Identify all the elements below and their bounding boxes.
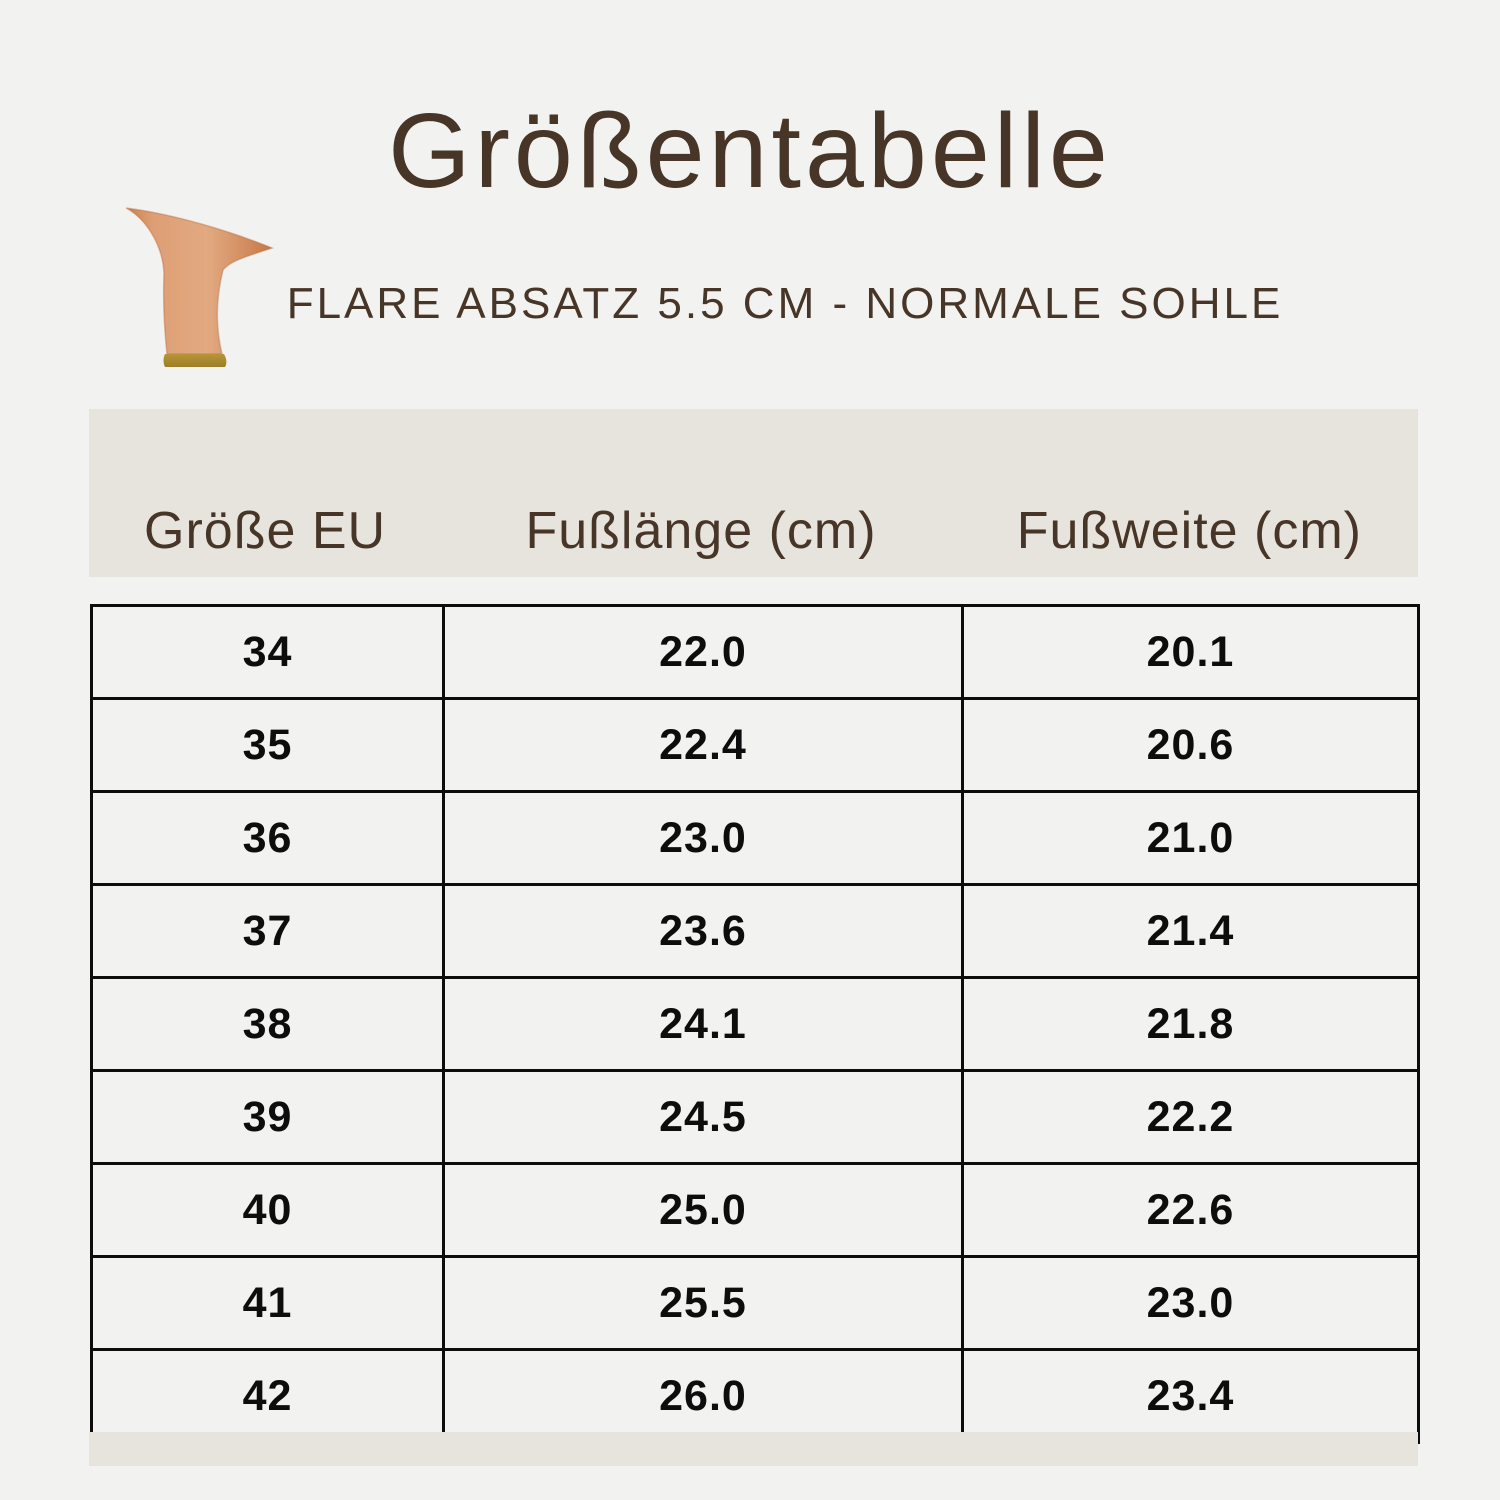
table-row: 41 25.5 23.0	[90, 1255, 1420, 1351]
table-cell: 22.2	[961, 1069, 1420, 1165]
size-table-body: 34 22.0 20.1 35 22.4 20.6 36 23.0 21.0 37 23.6 21.4…	[90, 604, 1420, 1444]
table-cell: 21.0	[961, 790, 1420, 886]
table-cell: 25.5	[442, 1255, 964, 1351]
column-header-size-eu: Größe EU	[144, 502, 387, 560]
table-cell: 21.8	[961, 976, 1420, 1072]
table-cell: 21.4	[961, 883, 1420, 979]
table-cell: 36	[90, 790, 445, 886]
table-row: 38 24.1 21.8	[90, 976, 1420, 1072]
table-row: 40 25.0 22.6	[90, 1162, 1420, 1258]
column-header-foot-length: Fußlänge (cm)	[525, 502, 877, 560]
table-row: 37 23.6 21.4	[90, 883, 1420, 979]
table-cell: 34	[90, 604, 445, 700]
table-cell: 39	[90, 1069, 445, 1165]
table-cell: 23.0	[961, 1255, 1420, 1351]
column-header-foot-width: Fußweite (cm)	[1016, 502, 1362, 560]
page-title: Größentabelle	[388, 92, 1112, 210]
table-row: 35 22.4 20.6	[90, 697, 1420, 793]
table-cell: 42	[90, 1348, 445, 1444]
table-row: 34 22.0 20.1	[90, 604, 1420, 700]
table-header-band: Größe EU Fußlänge (cm) Fußweite (cm)	[89, 409, 1418, 577]
heel-body	[125, 207, 275, 355]
table-cell: 37	[90, 883, 445, 979]
table-cell: 20.6	[961, 697, 1420, 793]
table-cell: 20.1	[961, 604, 1420, 700]
table-cell: 23.0	[442, 790, 964, 886]
table-cell: 41	[90, 1255, 445, 1351]
table-cell: 22.6	[961, 1162, 1420, 1258]
table-cell: 25.0	[442, 1162, 964, 1258]
table-cell: 40	[90, 1162, 445, 1258]
heel-tip-cap	[163, 354, 227, 367]
table-cell: 22.0	[442, 604, 964, 700]
bottom-strip	[89, 1432, 1418, 1466]
table-cell: 23.4	[961, 1348, 1420, 1444]
table-cell: 24.1	[442, 976, 964, 1072]
table-cell: 23.6	[442, 883, 964, 979]
flare-heel-icon	[125, 207, 275, 367]
table-cell: 24.5	[442, 1069, 964, 1165]
table-cell: 26.0	[442, 1348, 964, 1444]
subtitle: FLARE ABSATZ 5.5 CM - NORMALE SOHLE	[286, 279, 1284, 328]
table-cell: 35	[90, 697, 445, 793]
table-row: 39 24.5 22.2	[90, 1069, 1420, 1165]
size-table: 34 22.0 20.1 35 22.4 20.6 36 23.0 21.0 37 23.6 21.4…	[90, 604, 1420, 1444]
table-row: 36 23.0 21.0	[90, 790, 1420, 886]
table-cell: 38	[90, 976, 445, 1072]
table-row: 42 26.0 23.4	[90, 1348, 1420, 1444]
table-cell: 22.4	[442, 697, 964, 793]
